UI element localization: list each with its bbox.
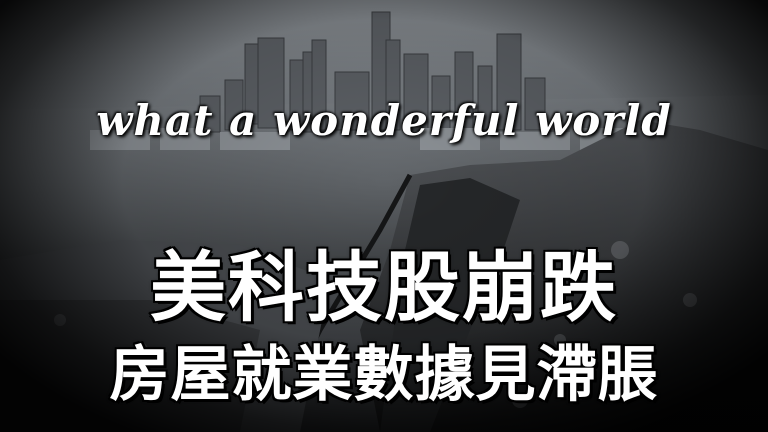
headline-line-2: 房屋就業數據見滯脹: [108, 339, 659, 412]
headline-line-1: 美科技股崩跌: [149, 242, 618, 334]
tagline-text: what a wonderful world: [96, 96, 672, 145]
